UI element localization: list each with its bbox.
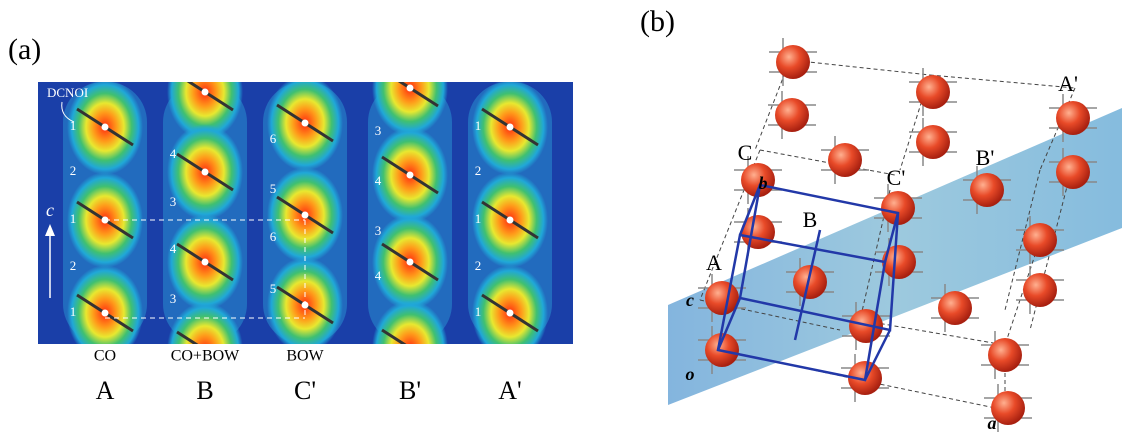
molecule-sphere (970, 173, 1004, 207)
atom (407, 172, 414, 179)
atom (507, 310, 514, 317)
site-label: 6 (270, 131, 277, 146)
mode-label: CO+BOW (171, 348, 240, 365)
molecule-sphere (828, 143, 862, 177)
site-label: 1 (70, 118, 77, 133)
site-label: 1 (475, 118, 482, 133)
site-label: C (738, 140, 753, 165)
molecule-sphere (916, 75, 950, 109)
site-label: 3 (170, 291, 177, 306)
column-label: B' (399, 376, 421, 405)
atom (302, 212, 309, 219)
site-label: 3 (375, 123, 382, 138)
site-label: 3 (375, 223, 382, 238)
site-label: 2 (70, 163, 77, 178)
site-label: a (988, 413, 997, 433)
site-label: C' (887, 165, 906, 190)
site-label: b (759, 173, 768, 193)
panel-label: (b) (640, 5, 675, 38)
column-label: B (196, 376, 213, 405)
column-label: A' (498, 376, 521, 405)
column-label: C' (294, 376, 316, 405)
molecule-sphere (775, 98, 809, 132)
lattice-line (860, 380, 1005, 410)
site-label: 4 (170, 241, 177, 256)
atom (102, 124, 109, 131)
site-label: 1 (475, 211, 482, 226)
atom (302, 120, 309, 127)
site-label: c (686, 290, 694, 310)
atom (102, 310, 109, 317)
molecule-sphere (916, 125, 950, 159)
site-label: 4 (375, 268, 382, 283)
atom (202, 259, 209, 266)
atom (202, 89, 209, 96)
site-label: A' (1058, 71, 1078, 96)
site-label: 2 (475, 163, 482, 178)
panel-b: bC B' A' C' B Ac o a (668, 38, 1122, 433)
site-label: 3 (170, 194, 177, 209)
atom (202, 169, 209, 176)
mode-label: BOW (286, 348, 324, 365)
figure: (a) (b) DCNOI c 1 2 1 2 1 CO A 4 3 4 3 CO+BOW B 6 5 6 5 BOW… (0, 0, 1122, 437)
molecule-label: DCNOI (47, 85, 88, 100)
column-label: A (96, 376, 115, 405)
site-label: o (686, 364, 695, 384)
mode-label: CO (94, 348, 116, 365)
molecule-sphere (938, 291, 972, 325)
molecule-sphere (1023, 223, 1057, 257)
atom (507, 217, 514, 224)
atom (407, 259, 414, 266)
site-label: B (803, 207, 818, 232)
site-label: 4 (375, 173, 382, 188)
site-label: 2 (475, 258, 482, 273)
panel-label: (a) (8, 33, 41, 66)
atom (507, 124, 514, 131)
lattice-line (760, 150, 895, 175)
atom (407, 85, 414, 92)
panel-a: DCNOI c 1 2 1 2 1 CO A 4 3 4 3 CO+BOW B 6 5 6 5 BOW C' 3 4 3 4 B'… (38, 40, 573, 405)
molecule-sphere (1023, 273, 1057, 307)
axis-label: c (46, 200, 54, 220)
molecule-sphere (776, 45, 810, 79)
site-label: 5 (270, 281, 277, 296)
molecule-sphere (1056, 101, 1090, 135)
molecule-sphere (1056, 155, 1090, 189)
site-label: 1 (70, 304, 77, 319)
site-label: 5 (270, 181, 277, 196)
site-label: A (706, 250, 722, 275)
site-label: 1 (475, 304, 482, 319)
site-label: 1 (70, 211, 77, 226)
site-label: 4 (170, 146, 177, 161)
site-label: B' (976, 145, 995, 170)
molecule-sphere (988, 338, 1022, 372)
site-label: 6 (270, 229, 277, 244)
site-label: 2 (70, 258, 77, 273)
atom (407, 345, 414, 352)
